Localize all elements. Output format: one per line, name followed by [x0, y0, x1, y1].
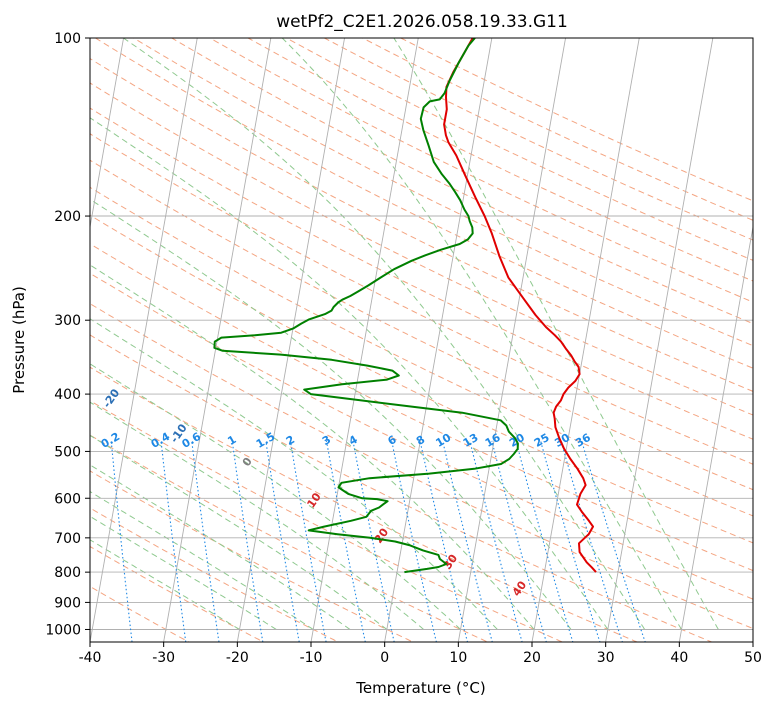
x-tick-label: 20 — [523, 650, 541, 666]
chart-title: wetPf2_C2E1.2026.058.19.33.G11 — [276, 12, 568, 32]
x-tick-label: -10 — [300, 650, 323, 666]
y-tick-label: 100 — [54, 31, 81, 47]
y-tick-label: 900 — [54, 595, 81, 611]
x-tick-label: 40 — [670, 650, 688, 666]
y-tick-label: 1000 — [45, 622, 81, 638]
y-axis-label: Pressure (hPa) — [10, 286, 28, 394]
x-tick-label: -40 — [79, 650, 102, 666]
y-tick-label: 800 — [54, 565, 81, 581]
y-tick-label: 700 — [54, 531, 81, 547]
x-tick-label: -20 — [226, 650, 249, 666]
x-tick-label: -30 — [152, 650, 175, 666]
x-tick-label: 50 — [744, 650, 762, 666]
y-tick-label: 500 — [54, 444, 81, 460]
y-tick-label: 300 — [54, 313, 81, 329]
x-axis-label: Temperature (°C) — [355, 679, 485, 697]
x-tick-label: 0 — [380, 650, 389, 666]
y-tick-label: 600 — [54, 491, 81, 507]
y-tick-label: 200 — [54, 209, 81, 225]
x-tick-label: 30 — [597, 650, 615, 666]
x-tick-label: 10 — [449, 650, 467, 666]
y-tick-label: 400 — [54, 387, 81, 403]
